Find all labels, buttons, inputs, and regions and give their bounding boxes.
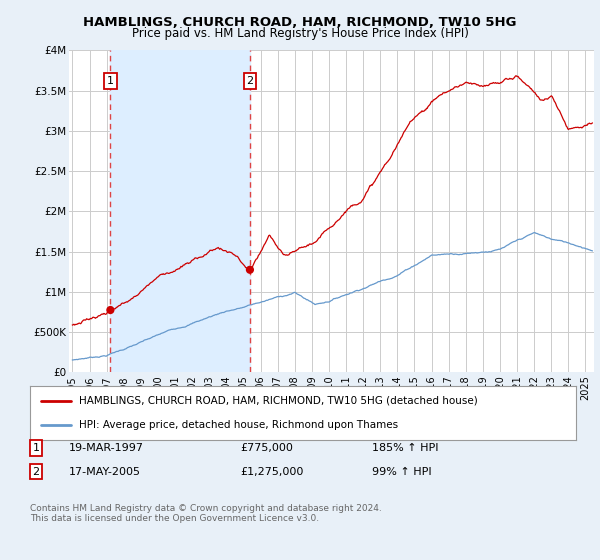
Bar bbox=[110, 50, 250, 372]
Text: 1: 1 bbox=[32, 443, 40, 453]
Text: 17-MAY-2005: 17-MAY-2005 bbox=[69, 466, 141, 477]
Text: 185% ↑ HPI: 185% ↑ HPI bbox=[372, 443, 439, 453]
Text: 2: 2 bbox=[247, 76, 253, 86]
Text: Contains HM Land Registry data © Crown copyright and database right 2024.
This d: Contains HM Land Registry data © Crown c… bbox=[30, 504, 382, 524]
Point bbox=[245, 265, 255, 274]
Text: 2: 2 bbox=[32, 466, 40, 477]
Text: Price paid vs. HM Land Registry's House Price Index (HPI): Price paid vs. HM Land Registry's House … bbox=[131, 27, 469, 40]
Text: HAMBLINGS, CHURCH ROAD, HAM, RICHMOND, TW10 5HG: HAMBLINGS, CHURCH ROAD, HAM, RICHMOND, T… bbox=[83, 16, 517, 29]
Text: 1: 1 bbox=[107, 76, 114, 86]
Point bbox=[106, 306, 115, 315]
Text: 99% ↑ HPI: 99% ↑ HPI bbox=[372, 466, 431, 477]
Text: £1,275,000: £1,275,000 bbox=[240, 466, 304, 477]
Text: HAMBLINGS, CHURCH ROAD, HAM, RICHMOND, TW10 5HG (detached house): HAMBLINGS, CHURCH ROAD, HAM, RICHMOND, T… bbox=[79, 396, 478, 406]
Text: HPI: Average price, detached house, Richmond upon Thames: HPI: Average price, detached house, Rich… bbox=[79, 420, 398, 430]
Text: £775,000: £775,000 bbox=[240, 443, 293, 453]
Text: 19-MAR-1997: 19-MAR-1997 bbox=[69, 443, 144, 453]
